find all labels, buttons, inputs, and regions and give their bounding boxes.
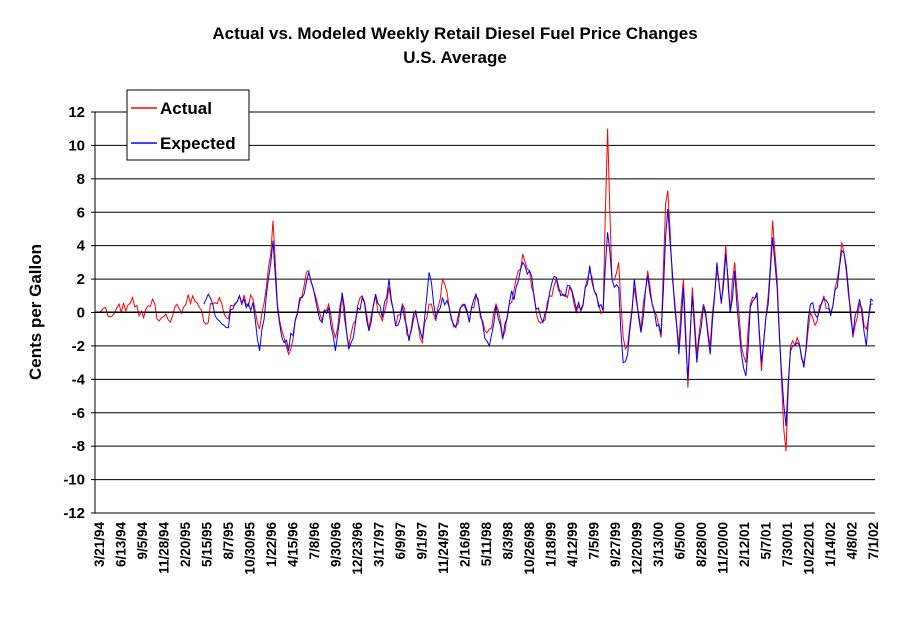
x-tick-label: 9/27/99 bbox=[608, 522, 623, 567]
x-tick-label: 4/15/96 bbox=[286, 522, 301, 568]
y-tick-label: 0 bbox=[77, 305, 85, 322]
x-tick-label: 11/24/97 bbox=[436, 522, 451, 574]
x-tick-label: 8/7/95 bbox=[221, 522, 236, 560]
x-tick-label: 10/30/95 bbox=[243, 522, 258, 575]
legend-label-expected: Expected bbox=[160, 134, 236, 153]
y-tick-label: 8 bbox=[77, 171, 85, 188]
x-tick-label: 9/1/97 bbox=[415, 522, 430, 560]
x-tick-label: 5/11/98 bbox=[479, 522, 494, 567]
y-tick-label: -12 bbox=[63, 505, 85, 522]
y-tick-label: -8 bbox=[72, 438, 85, 455]
x-tick-label: 9/30/96 bbox=[329, 522, 344, 568]
x-tick-label: 1/22/96 bbox=[264, 522, 279, 568]
y-tick-label: -10 bbox=[63, 472, 85, 489]
x-tick-label: 6/5/00 bbox=[673, 522, 688, 560]
series-lines bbox=[98, 128, 874, 452]
y-tick-label: -2 bbox=[72, 338, 85, 355]
chart-title: Actual vs. Modeled Weekly Retail Diesel … bbox=[212, 24, 697, 43]
x-tick-label: 3/21/94 bbox=[92, 522, 107, 568]
legend: Actual Expected bbox=[126, 89, 250, 161]
x-tick-label: 11/28/94 bbox=[157, 522, 172, 574]
x-axis-ticks: 3/21/94 6/13/94 9/5/94 11/28/94 2/20/95 5/15/… bbox=[92, 522, 881, 575]
x-tick-label: 3/13/00 bbox=[651, 522, 666, 567]
y-tick-label: 2 bbox=[77, 271, 85, 288]
y-axis-label: Cents per Gallon bbox=[26, 244, 45, 380]
x-tick-label: 1/14/02 bbox=[823, 522, 838, 567]
y-axis-ticks: 12 10 8 6 4 2 0 -2 -4 -6 -8 -10 -12 bbox=[63, 104, 95, 522]
x-tick-label: 5/15/95 bbox=[200, 522, 215, 568]
y-tick-label: 4 bbox=[77, 238, 86, 255]
x-tick-label: 2/20/95 bbox=[178, 522, 193, 568]
x-tick-label: 4/12/99 bbox=[565, 522, 580, 567]
series-line-expected bbox=[203, 208, 874, 427]
chart-subtitle: U.S. Average bbox=[403, 48, 507, 67]
y-tick-label: 10 bbox=[68, 137, 85, 154]
x-tick-label: 7/30/01 bbox=[780, 522, 795, 568]
x-tick-label: 7/5/99 bbox=[587, 522, 602, 560]
x-tick-label: 1/18/99 bbox=[544, 522, 559, 567]
legend-label-actual: Actual bbox=[160, 99, 212, 118]
y-tick-label: -4 bbox=[72, 371, 86, 388]
x-tick-label: 2/12/01 bbox=[737, 522, 752, 568]
x-tick-label: 9/5/94 bbox=[135, 522, 150, 560]
x-tick-label: 12/20/99 bbox=[630, 522, 645, 575]
y-tick-label: 12 bbox=[68, 104, 85, 121]
x-tick-label: 7/8/96 bbox=[307, 522, 322, 560]
x-tick-label: 7/1/02 bbox=[866, 522, 881, 560]
x-tick-label: 2/16/98 bbox=[458, 522, 473, 568]
x-tick-label: 3/17/97 bbox=[372, 522, 387, 567]
legend-box bbox=[126, 89, 250, 161]
x-tick-label: 4/8/02 bbox=[845, 522, 860, 560]
y-tick-label: -6 bbox=[72, 405, 85, 422]
x-tick-label: 5/7/01 bbox=[759, 522, 774, 560]
x-tick-label: 6/9/97 bbox=[393, 522, 408, 560]
x-tick-label: 8/3/98 bbox=[501, 522, 516, 560]
x-tick-label: 10/22/01 bbox=[802, 522, 817, 575]
x-tick-label: 10/26/98 bbox=[522, 522, 537, 575]
x-tick-label: 12/23/96 bbox=[350, 522, 365, 575]
series-line-actual bbox=[98, 128, 873, 452]
y-tick-label: 6 bbox=[77, 204, 85, 221]
x-tick-label: 11/20/00 bbox=[716, 522, 731, 574]
gridlines bbox=[95, 111, 875, 514]
x-tick-label: 8/28/00 bbox=[694, 522, 709, 567]
x-tick-label: 6/13/94 bbox=[114, 522, 129, 568]
